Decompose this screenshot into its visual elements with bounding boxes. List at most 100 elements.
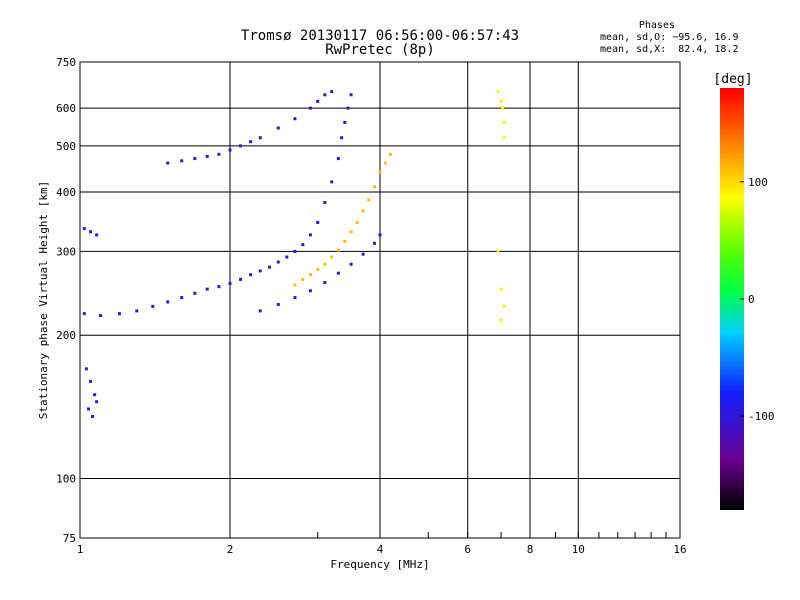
scatter-point [293, 117, 297, 121]
scatter-point [93, 393, 97, 397]
y-tick-label: 100 [56, 473, 76, 486]
scatter-point [316, 99, 320, 103]
scatter-point [496, 249, 500, 253]
scatter-point [205, 154, 209, 158]
scatter-point [323, 281, 327, 285]
scatter-point [330, 90, 334, 94]
scatter-point [89, 230, 93, 234]
scatter-point [316, 267, 320, 271]
y-tick-label: 300 [56, 245, 76, 258]
scatter-point [301, 277, 305, 281]
scatter-point [378, 170, 382, 174]
scatter-point [330, 255, 334, 259]
scatter-point [330, 180, 334, 184]
scatter-point [166, 161, 170, 165]
scatter-point [180, 296, 184, 300]
scatter-point [258, 269, 262, 273]
scatter-point [228, 281, 232, 285]
scatter-point [343, 120, 347, 124]
scatter-point [367, 198, 371, 202]
scatter-point [95, 400, 99, 404]
scatter-point [82, 312, 86, 316]
scatter-point [373, 185, 377, 189]
scatter-point [82, 227, 86, 231]
scatter-point [276, 303, 280, 307]
scatter-point [349, 93, 353, 97]
scatter-point [336, 271, 340, 275]
scatter-point [135, 309, 139, 313]
x-tick-label: 10 [572, 543, 585, 556]
scatter-point [383, 161, 387, 165]
scatter-point [373, 241, 377, 245]
scatter-point [502, 304, 506, 308]
scatter-point [205, 287, 209, 291]
scatter-point [499, 99, 503, 103]
scatter-point [323, 201, 327, 205]
scatter-point [343, 239, 347, 243]
x-tick-label: 1 [77, 543, 84, 556]
scatter-point [249, 140, 253, 144]
x-axis-label: Frequency [MHz] [330, 558, 429, 571]
scatter-point [336, 157, 340, 161]
y-tick-label: 400 [56, 186, 76, 199]
scatter-point [239, 277, 243, 281]
y-axis-label: Stationary phase Virtual Height [km] [37, 181, 50, 419]
colorbar-tick-label: 100 [748, 176, 768, 189]
axis-ticks: 1 2 4 6 8 10 16 75 100 200 300 400 500 600 750 [56, 56, 687, 556]
y-tick-label: 600 [56, 102, 76, 115]
scatter-point [349, 230, 353, 234]
scatter-point [117, 312, 121, 316]
scatter-point [91, 414, 95, 418]
stats-line-x: mean, sd,X: 82.4, 18.2 [600, 44, 739, 55]
scatter-point [340, 136, 344, 140]
scatter-point [361, 209, 365, 213]
y-tick-label: 750 [56, 56, 76, 69]
scatter-point [239, 144, 243, 148]
scatter-point [276, 126, 280, 130]
data-points [82, 90, 506, 418]
scatter-point [95, 233, 99, 237]
y-tick-label: 75 [63, 532, 76, 545]
x-tick-label: 4 [377, 543, 384, 556]
scatter-point [502, 120, 506, 124]
scatter-point [249, 273, 253, 277]
scatter-point [276, 260, 280, 264]
scatter-point [496, 90, 500, 94]
scatter-point [258, 309, 262, 313]
scatter-point [193, 157, 197, 161]
x-tick-label: 2 [227, 543, 234, 556]
phase-stats: Phases mean, sd,O: −95.6, 16.9 mean, sd,… [600, 20, 738, 56]
colorbar-tick-label: 0 [748, 293, 755, 306]
scatter-point [193, 291, 197, 295]
chart-subtitle: RwPretec (8p) [325, 42, 435, 58]
scatter-point [323, 93, 327, 97]
scatter-point [84, 367, 88, 371]
scatter-point [502, 136, 506, 140]
scatter-point [501, 106, 505, 110]
colorbar-tick-label: -100 [748, 410, 775, 423]
scatter-point [308, 273, 312, 277]
scatter-point [308, 289, 312, 293]
scatter-point [86, 407, 90, 411]
scatter-point [499, 287, 503, 291]
scatter-point [316, 221, 320, 225]
scatter-point [267, 265, 271, 269]
y-tick-label: 200 [56, 329, 76, 342]
stats-heading: Phases [638, 20, 675, 31]
colorbar: [deg] 100 0 -100 [713, 72, 775, 510]
scatter-point [293, 249, 297, 253]
scatter-point [217, 152, 221, 156]
scatter-point [349, 262, 353, 266]
scatter-point [99, 314, 103, 318]
scatter-point [258, 136, 262, 140]
scatter-point [293, 283, 297, 287]
scatter-point [389, 152, 393, 156]
scatter-point [308, 233, 312, 237]
chart-title: Tromsø 20130117 06:56:00-06:57:43 [240, 28, 520, 44]
scatter-point [285, 255, 289, 259]
scatter-point [228, 148, 232, 152]
scatter-point [293, 296, 297, 300]
scatter-point [301, 243, 305, 247]
scatter-point [336, 248, 340, 252]
